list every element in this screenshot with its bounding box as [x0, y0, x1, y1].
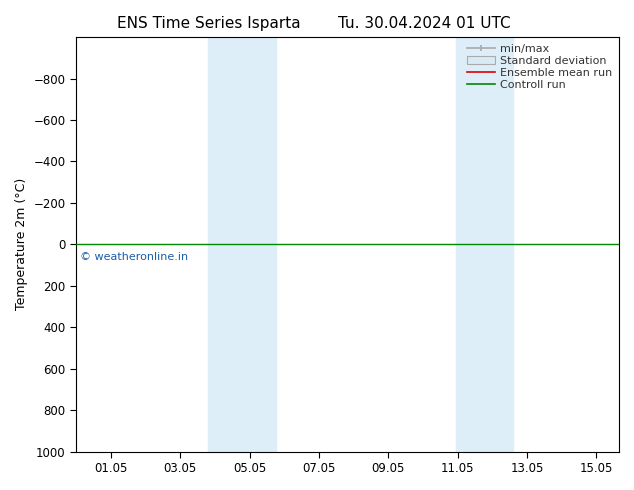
Bar: [493, 37, 513, 452]
Y-axis label: Temperature 2m (°C): Temperature 2m (°C): [15, 178, 28, 311]
Bar: [456, 37, 493, 452]
Bar: [239, 37, 276, 452]
Text: © weatheronline.in: © weatheronline.in: [79, 251, 188, 262]
Legend: min/max, Standard deviation, Ensemble mean run, Controll run: min/max, Standard deviation, Ensemble me…: [463, 40, 616, 94]
Text: ENS Time Series Isparta: ENS Time Series Isparta: [117, 16, 301, 31]
Text: Tu. 30.04.2024 01 UTC: Tu. 30.04.2024 01 UTC: [339, 16, 511, 31]
Bar: [208, 37, 239, 452]
